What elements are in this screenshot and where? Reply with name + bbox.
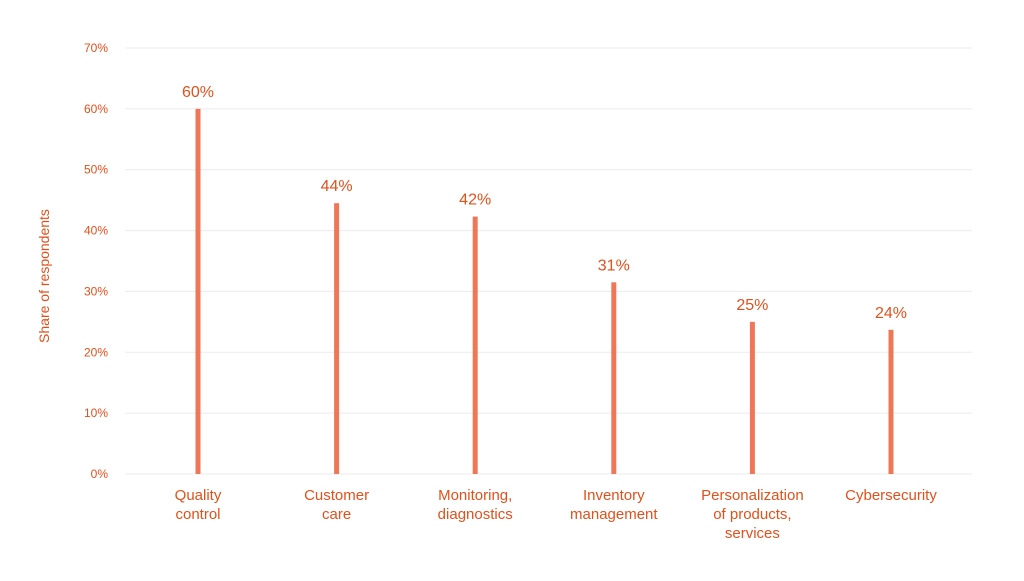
bar: [888, 329, 894, 474]
data-label: 44%: [321, 178, 353, 195]
y-tick-label: 50%: [84, 163, 108, 177]
category-label-line: Quality: [175, 487, 222, 504]
category-label: Customer care: [304, 487, 369, 523]
y-tick-label: 40%: [84, 224, 108, 238]
y-tick-label: 60%: [84, 102, 108, 116]
category-label-line: of products,: [713, 506, 791, 523]
category-label: Monitoring, diagnostics: [438, 487, 513, 523]
category-label-line: Personalization: [701, 487, 804, 504]
bar: [195, 108, 201, 474]
gridlines: [125, 47, 972, 475]
y-tick-label: 20%: [84, 345, 108, 359]
category-label-line: Cybersecurity: [845, 487, 937, 504]
category-label: Inventory management: [570, 487, 658, 523]
category-label-line: Monitoring,: [438, 487, 512, 504]
y-tick-label: 0%: [91, 467, 109, 481]
x-axis-categories: Quality control Customer care Monitoring, dia…: [175, 487, 938, 542]
y-tick-label: 30%: [84, 284, 108, 298]
bar: [749, 321, 755, 474]
data-label: 60%: [182, 84, 214, 101]
category-label: Quality control: [175, 487, 222, 523]
category-label-line: Inventory: [583, 487, 645, 504]
category-label-line: care: [322, 506, 351, 523]
data-label: 31%: [598, 257, 630, 274]
data-label: 25%: [736, 297, 768, 314]
category-label-line: services: [725, 525, 780, 542]
category-label: Personalization of products, services: [701, 487, 804, 542]
y-tick-label: 70%: [84, 41, 108, 55]
data-labels: 60% 44% 42% 31% 25% 24%: [182, 84, 907, 322]
category-label-line: Customer: [304, 487, 369, 504]
y-axis-title: Share of respondents: [36, 209, 52, 343]
category-label-line: control: [175, 506, 220, 523]
data-label: 42%: [459, 192, 491, 209]
bar: [611, 282, 617, 474]
bars: [195, 108, 894, 474]
category-label: Cybersecurity: [845, 487, 937, 504]
category-label-line: diagnostics: [438, 506, 513, 523]
data-label: 24%: [875, 305, 907, 322]
category-label-line: management: [570, 506, 658, 523]
y-axis-ticks: 0% 10% 20% 30% 40% 50% 60% 70%: [84, 41, 108, 481]
y-tick-label: 10%: [84, 406, 108, 420]
bar: [334, 203, 340, 474]
bar: [472, 216, 478, 474]
